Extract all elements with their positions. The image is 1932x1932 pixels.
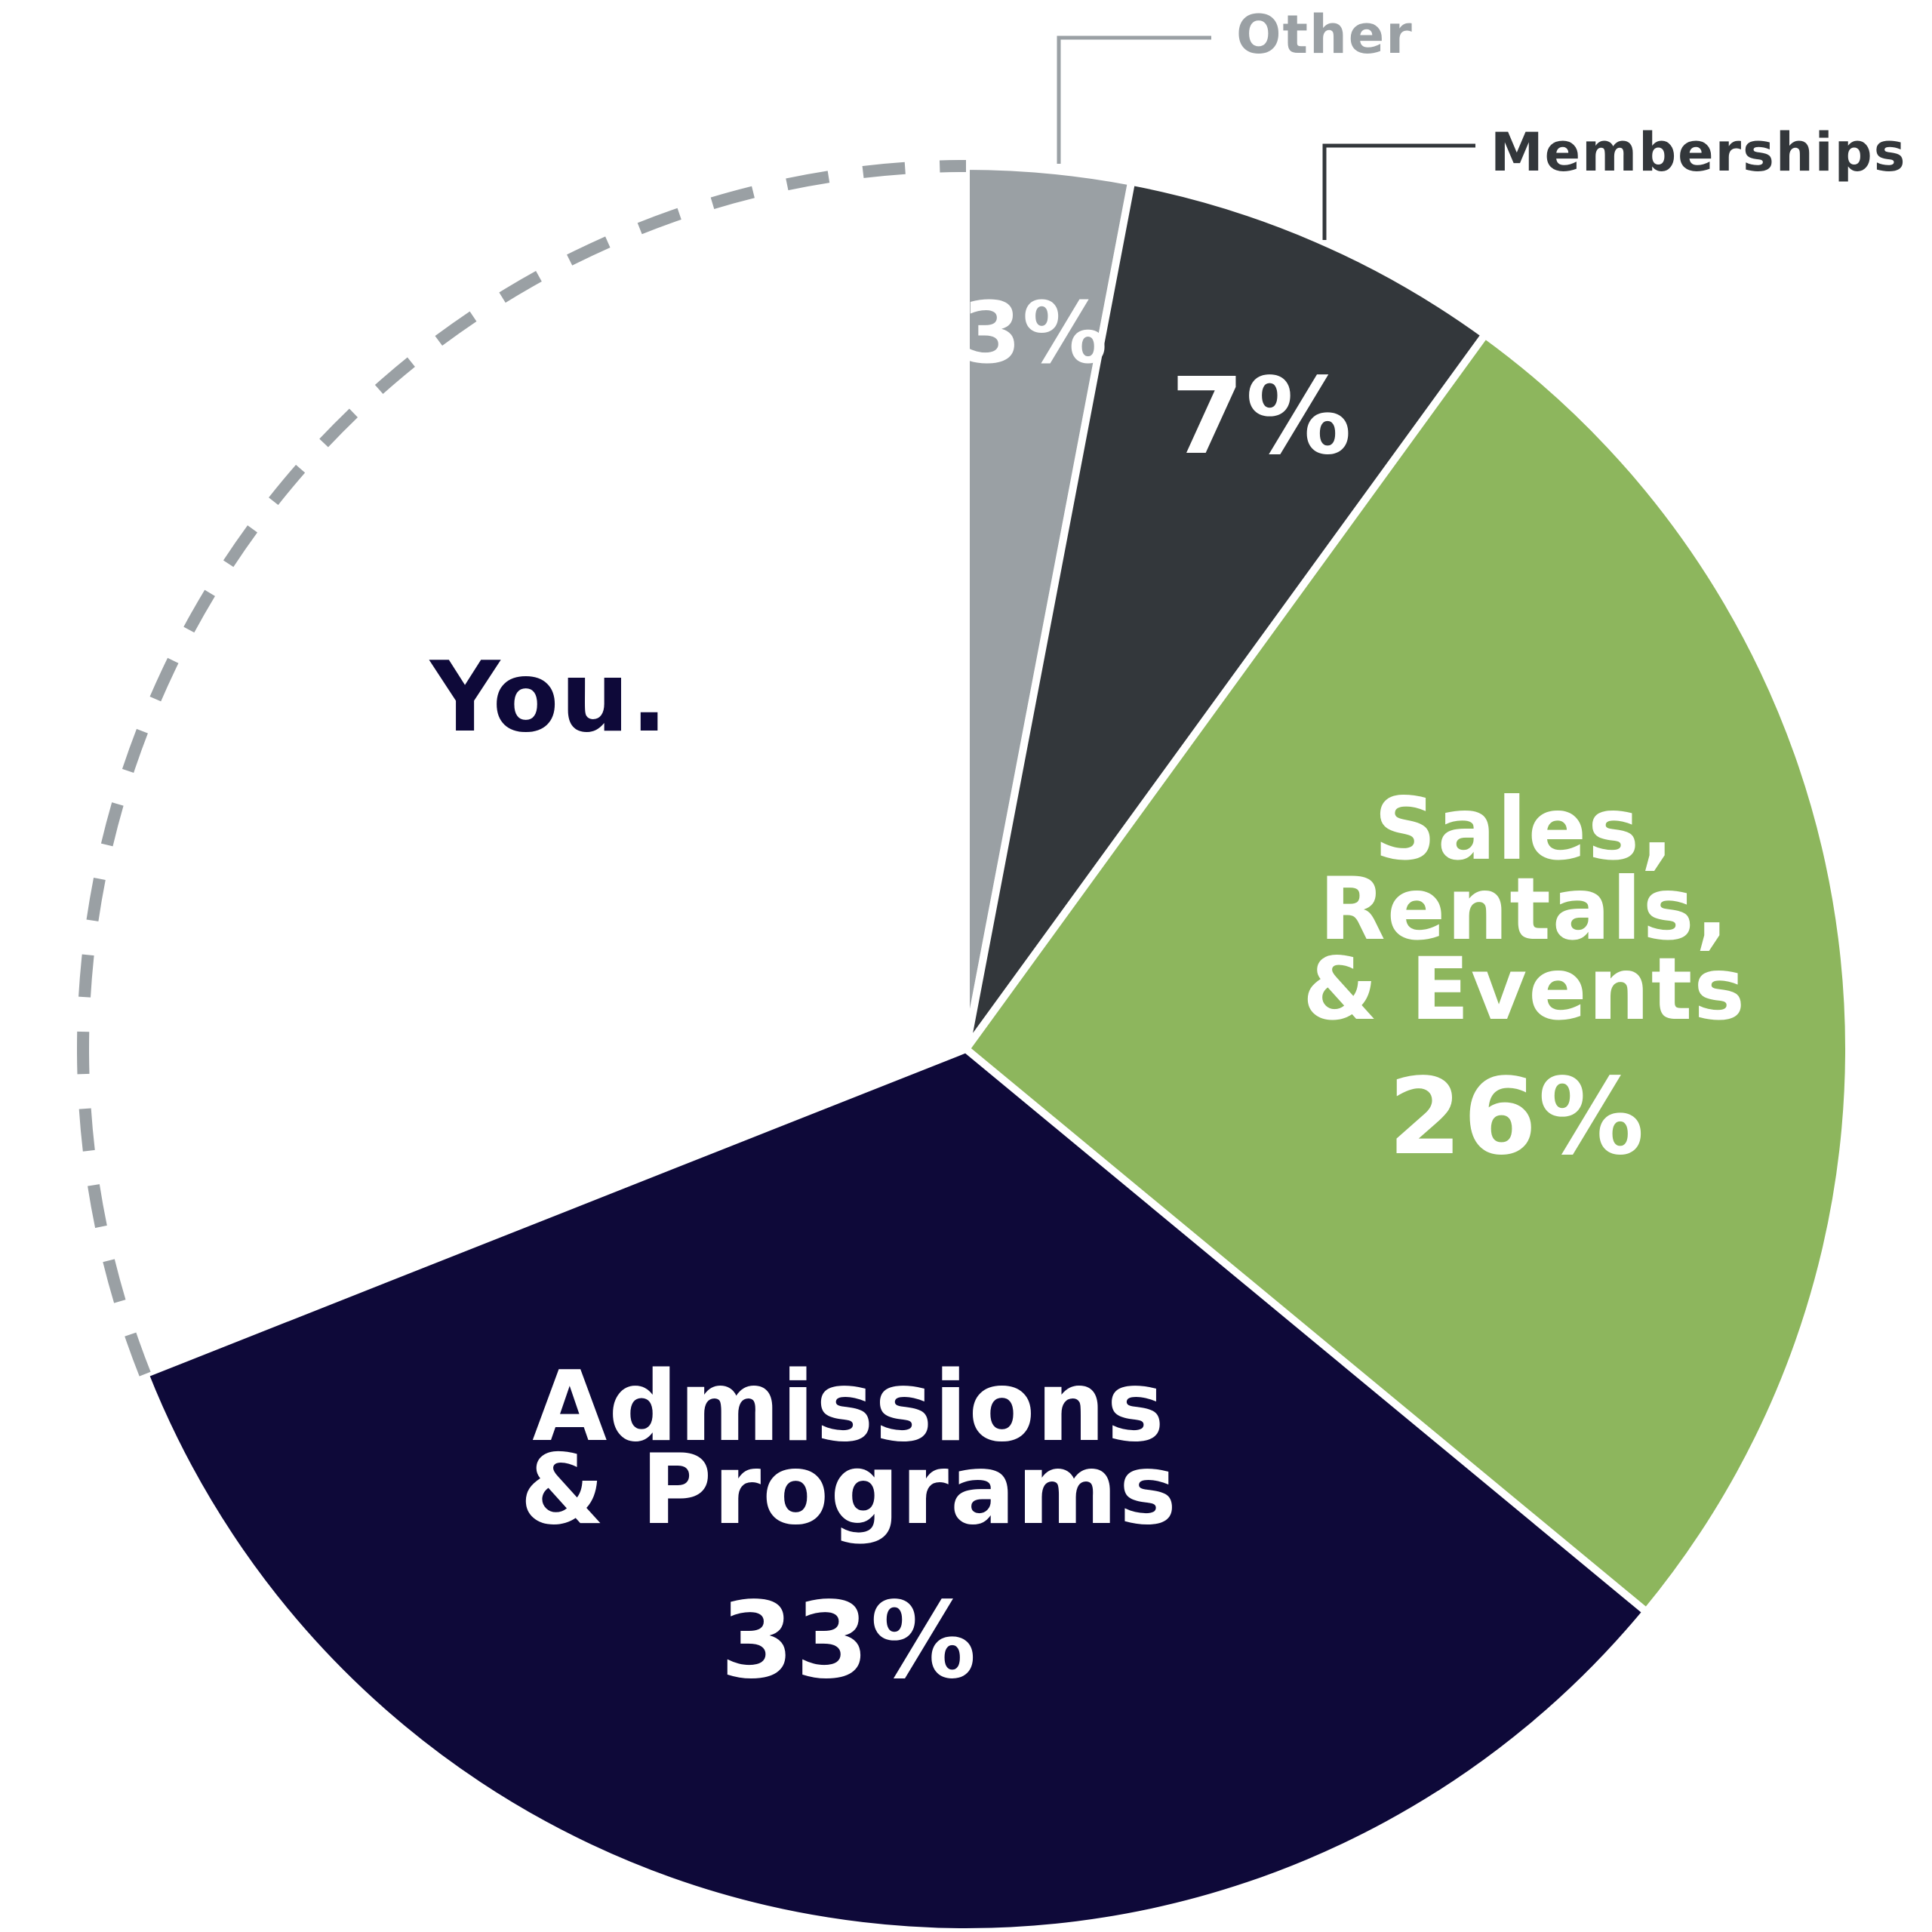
labels-layer: 3% 7% Sales,Rentals,& Events 26% Admissions&… bbox=[429, 285, 1746, 1703]
slice-label-admissions-line-1: Admissions bbox=[532, 1351, 1165, 1463]
slice-label-admissions-line-2: & Programs bbox=[520, 1434, 1178, 1546]
slices-layer bbox=[77, 160, 1853, 1932]
slice-label-sales-line-3: & Events bbox=[1303, 939, 1746, 1039]
slice-value-sales: 26% bbox=[1388, 1056, 1645, 1179]
slice-value-other: 3% bbox=[962, 285, 1109, 383]
callouts-layer: Other Memberships bbox=[1057, 4, 1906, 240]
callout-line-other bbox=[1057, 35, 1211, 164]
pie-slice-sales bbox=[961, 329, 1853, 1617]
callout-label-other: Other bbox=[1236, 4, 1414, 66]
slice-value-memberships: 7% bbox=[1171, 355, 1353, 478]
pie-slice-admissions bbox=[140, 1044, 1652, 1932]
pie-slice-memberships bbox=[962, 177, 1491, 1051]
pie-slice-you-dashed-outline bbox=[77, 160, 967, 1377]
slice-value-admissions: 33% bbox=[720, 1580, 977, 1703]
slice-label-you-line-1: You. bbox=[429, 641, 669, 754]
slice-label-sales-line-1: Sales, bbox=[1374, 779, 1675, 879]
slice-label-sales-line-2: Rentals, bbox=[1319, 859, 1730, 959]
pie-slice-you bbox=[83, 166, 967, 1374]
callout-line-memberships bbox=[1322, 143, 1475, 240]
callout-label-memberships: Memberships bbox=[1491, 122, 1906, 183]
